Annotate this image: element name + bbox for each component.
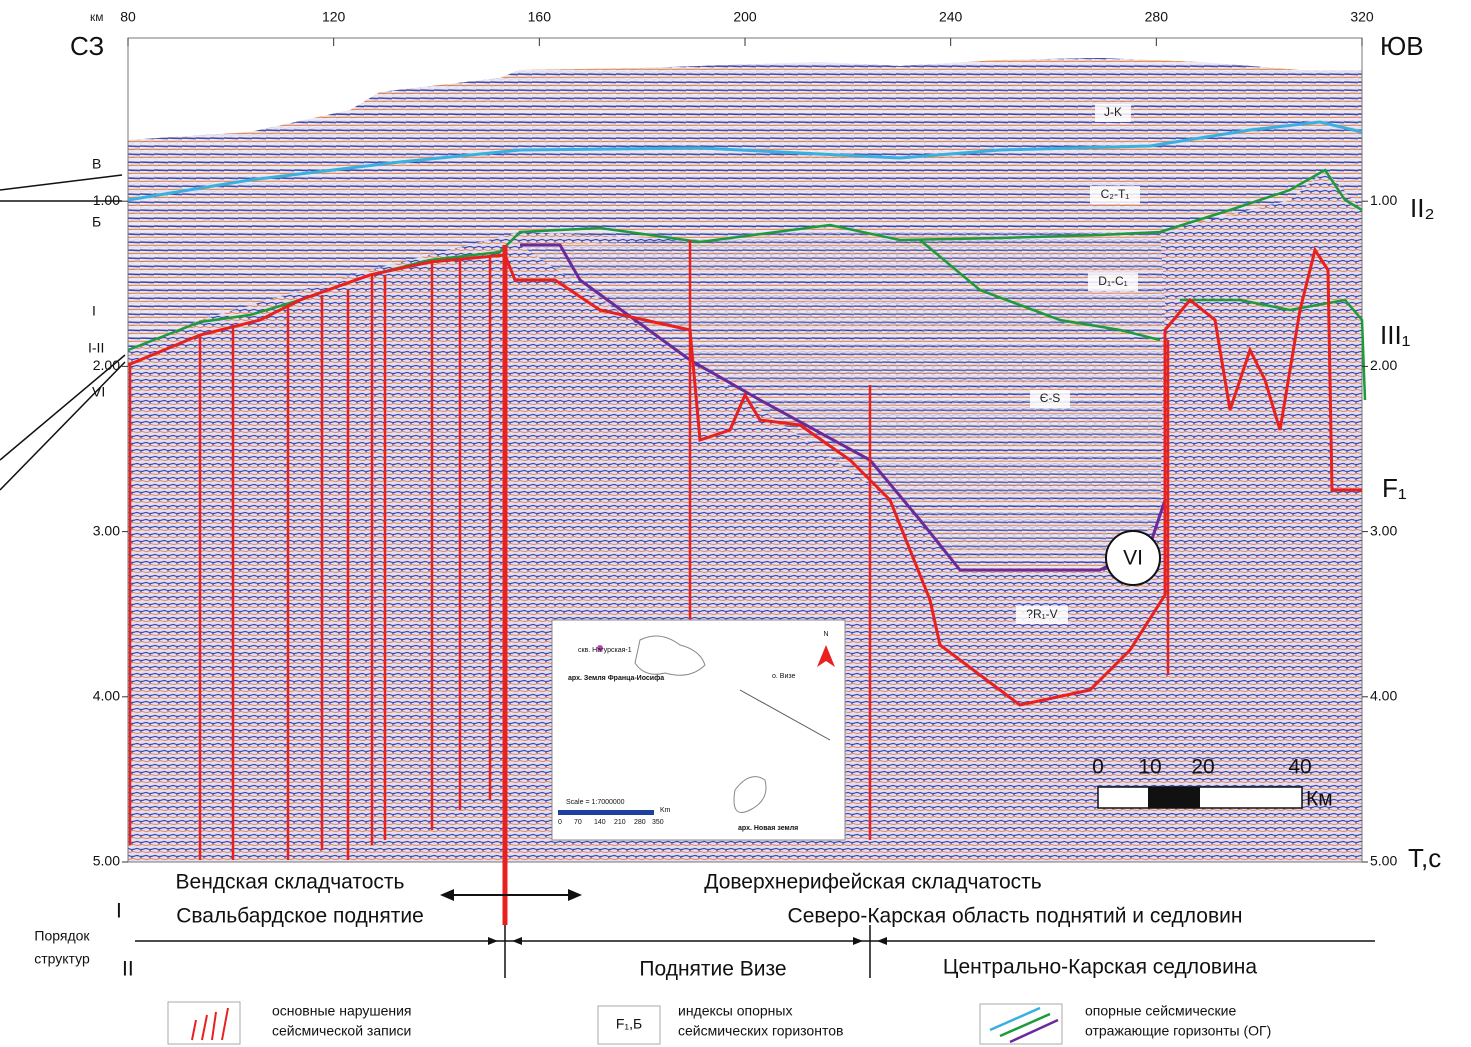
time-unit: Т,с (1408, 843, 1441, 873)
inset-text: N (823, 631, 828, 638)
direction-left: СЗ (70, 31, 104, 61)
inset-text: арх. Земля Франца-Иосифа (568, 675, 664, 682)
unit-label: C₂-T₁ (1101, 187, 1130, 201)
y-tick-label: 3.00 (93, 522, 120, 538)
scale-unit: Км (1306, 788, 1333, 811)
distance-unit: км (90, 10, 104, 24)
y-tick-label: 4.00 (93, 688, 120, 704)
scale-bar-segment (1148, 787, 1200, 808)
horizon-label: VI (92, 384, 105, 400)
inset-text: 70 (574, 819, 582, 826)
y-tick-label: 1.00 (93, 192, 120, 208)
unit-label: ?R₁-V (1026, 607, 1057, 621)
horizon-label: I-II (88, 340, 104, 356)
structure-lines (135, 889, 1375, 978)
direction-right: ЮВ (1380, 31, 1424, 61)
horizon-label-right: F₁ (1382, 473, 1407, 503)
scale-tick: 20 (1191, 756, 1214, 779)
structure-name: Свальбардское поднятие (176, 905, 424, 928)
inset-text: 0 (558, 819, 562, 826)
horizon-label: В (92, 156, 101, 172)
legend-text: сейсмической записи (272, 1023, 411, 1039)
inset-text: 350 (652, 819, 664, 826)
unit-label-boxes (1016, 104, 1140, 624)
horizon-label-right: II₂ (1410, 193, 1435, 223)
y-tick-label: 5.00 (1370, 853, 1397, 869)
scale-tick: 0 (1092, 756, 1104, 779)
horizon-red (127, 246, 1362, 707)
y-tick-label: 5.00 (93, 853, 120, 869)
legend-text: основные нарушения (272, 1003, 412, 1019)
basin-fill (520, 225, 1165, 570)
order-number: I (116, 900, 122, 923)
faults (128, 240, 1170, 925)
y-tick-label: 4.00 (1370, 688, 1397, 704)
marker-label: VI (1123, 547, 1143, 570)
left-pointers (0, 174, 126, 491)
legend: основные нарушения сейсмической записи F… (167, 1001, 1271, 1045)
x-tick-label: 120 (322, 9, 346, 25)
inset-text: 280 (634, 819, 646, 826)
horizon-label: Б (92, 214, 101, 230)
legend-text: индексы опорных (678, 1003, 792, 1019)
folding-label: Вендская складчатость (176, 871, 405, 894)
unit-label: Є-S (1040, 391, 1061, 405)
structure-name: Северо-Карская область поднятий и седлов… (788, 905, 1243, 928)
x-tick-label: 280 (1145, 9, 1169, 25)
inset-map: скв. Нагурская-1 арх. Земля Франца-Иосиф… (551, 619, 846, 841)
unit-label: D₁-C₁ (1098, 274, 1127, 288)
inset-text: 210 (614, 819, 626, 826)
folding-label: Доверхнерифейская складчатость (704, 871, 1042, 894)
horizon-blue (127, 120, 1363, 202)
y-tick-label: 1.00 (1370, 192, 1397, 208)
order-number: II (122, 958, 134, 981)
inset-text: Scale = 1:7000000 (566, 799, 625, 806)
legend-text: опорные сейсмические (1085, 1003, 1236, 1019)
scale-tick: 40 (1288, 756, 1311, 779)
x-tick-label: 240 (939, 9, 963, 25)
horizon-green-lower (919, 239, 1367, 401)
horizon-label-right: III₁ (1380, 320, 1411, 350)
legend-symbol: F₁,Б (616, 1016, 642, 1032)
inset-text: скв. Нагурская-1 (578, 647, 632, 654)
y-tick-label: 2.00 (1370, 357, 1397, 373)
inset-text: о. Визе (772, 673, 795, 680)
inset-text: 140 (594, 819, 606, 826)
y-tick-label: 3.00 (1370, 522, 1397, 538)
structure-name: Центрально-Карская седловина (943, 956, 1258, 979)
inset-text: Km (660, 807, 671, 814)
y-tick-label: 2.00 (93, 357, 120, 373)
scale-tick: 10 (1138, 756, 1161, 779)
x-tick-label: 80 (120, 9, 136, 25)
legend-text: отражающие горизонты (ОГ) (1085, 1023, 1271, 1039)
order-label: структур (34, 951, 90, 967)
x-tick-label: 200 (733, 9, 757, 25)
horizon-label: I (92, 303, 96, 319)
layered-sediments (128, 58, 1362, 350)
unit-label: J-K (1104, 105, 1122, 119)
legend-text: сейсмических горизонтов (678, 1023, 843, 1039)
order-label: Порядок (34, 928, 90, 944)
x-tick-label: 160 (528, 9, 552, 25)
structure-name: Поднятие Визе (639, 958, 786, 981)
marker-circle (1105, 530, 1161, 586)
x-tick-label: 320 (1350, 9, 1374, 25)
inset-text: арх. Новая земля (738, 825, 798, 832)
